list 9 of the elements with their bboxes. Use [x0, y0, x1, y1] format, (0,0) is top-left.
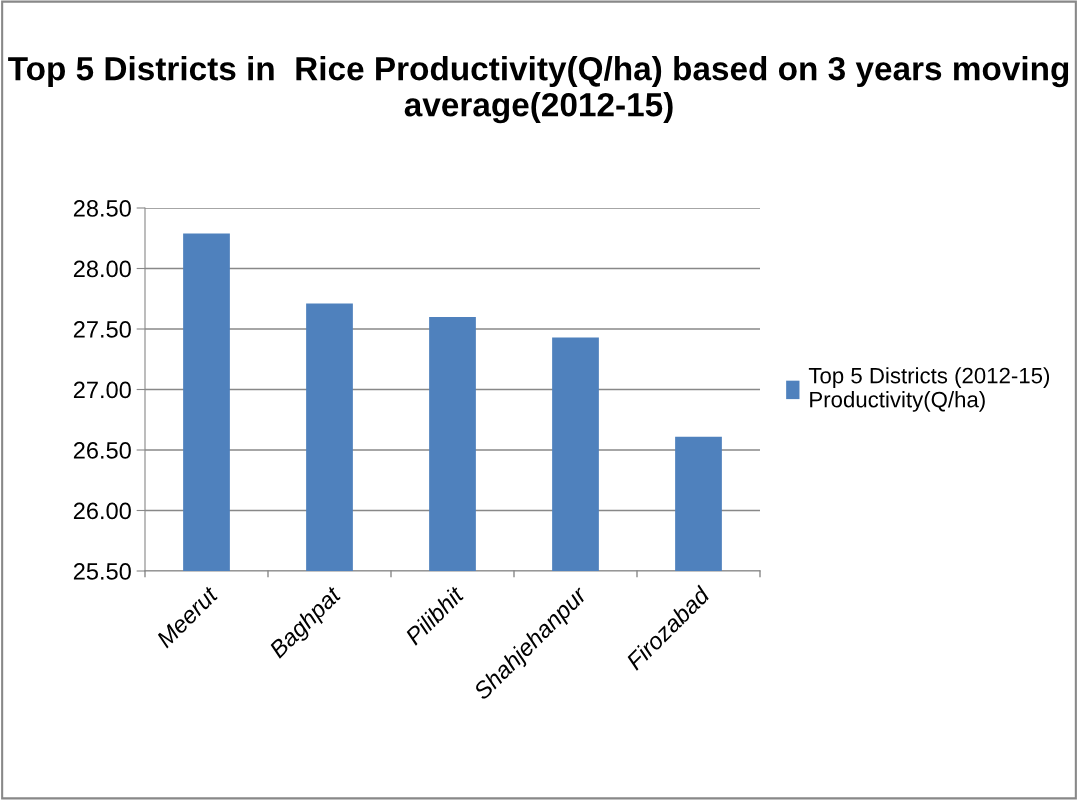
y-tick-label: 25.50: [73, 563, 131, 580]
y-tick-label: 28.00: [73, 260, 131, 278]
y-tick-label: 27.00: [73, 381, 131, 399]
y-tick-label: 26.00: [73, 502, 131, 520]
legend-label: Top 5 Districts (2012-15) Productivity(Q/ha): [808, 367, 1050, 412]
chart-title: Top 5 Districts in Rice Productivity(Q/ha) based on 3 years moving average(2012-15): [8, 56, 1069, 124]
y-tick-label: 26.50: [73, 442, 131, 459]
y-tick-label: 28.50: [73, 200, 131, 217]
y-tick-label: 27.50: [73, 321, 131, 338]
